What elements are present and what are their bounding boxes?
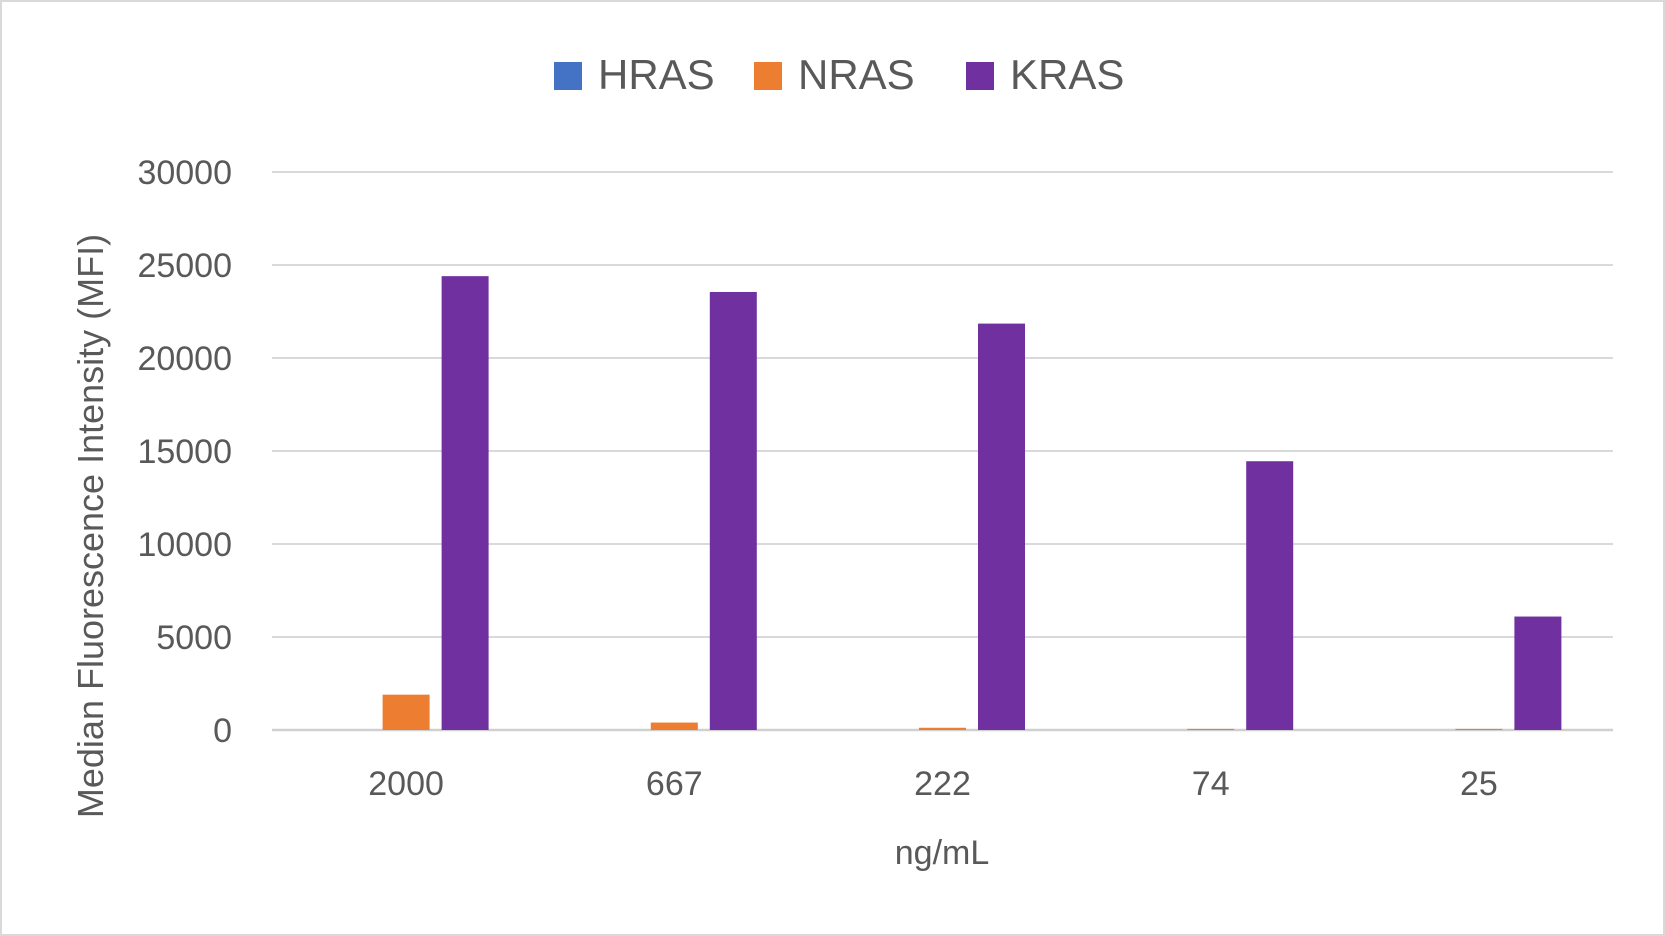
y-tick-label: 15000 xyxy=(137,433,232,471)
gridlines xyxy=(272,171,1613,732)
bar-nras-2000 xyxy=(382,694,430,730)
legend-swatch-nras xyxy=(754,62,782,90)
y-tick-label: 20000 xyxy=(137,340,232,378)
bar-kras-667 xyxy=(709,291,757,730)
bars xyxy=(382,276,1562,730)
x-tick-label: 74 xyxy=(1192,765,1230,803)
bar-kras-2000 xyxy=(441,276,489,730)
x-tick-label: 25 xyxy=(1460,765,1498,803)
y-tick-label: 0 xyxy=(213,712,232,750)
y-tick-label: 5000 xyxy=(156,619,232,657)
x-tick-label: 222 xyxy=(914,765,971,803)
legend-label-kras: KRAS xyxy=(1010,51,1124,98)
x-tick-label: 667 xyxy=(646,765,703,803)
y-axis-ticks: 0 5000 10000 15000 20000 25000 30000 xyxy=(137,154,232,750)
bar-nras-25 xyxy=(1455,728,1503,730)
x-tick-label: 2000 xyxy=(368,765,444,803)
bar-kras-222 xyxy=(978,323,1025,730)
x-axis-ticks: 2000 667 222 74 25 xyxy=(368,765,1498,803)
legend-swatch-kras xyxy=(966,62,994,90)
y-tick-label: 25000 xyxy=(137,247,232,285)
bar-kras-74 xyxy=(1246,461,1294,730)
bar-nras-222 xyxy=(919,727,966,730)
legend-label-hras: HRAS xyxy=(598,51,715,98)
y-axis-label: Median Fluorescence Intensity (MFI) xyxy=(70,234,111,818)
y-tick-label: 10000 xyxy=(137,526,232,564)
bar-nras-74 xyxy=(1187,728,1235,730)
bar-kras-25 xyxy=(1514,616,1562,730)
legend-label-nras: NRAS xyxy=(798,51,915,98)
bar-nras-667 xyxy=(650,722,698,730)
y-tick-label: 30000 xyxy=(137,154,232,192)
x-axis-label: ng/mL xyxy=(895,834,990,872)
legend: HRAS NRAS KRAS xyxy=(554,51,1124,98)
legend-swatch-hras xyxy=(554,62,582,90)
